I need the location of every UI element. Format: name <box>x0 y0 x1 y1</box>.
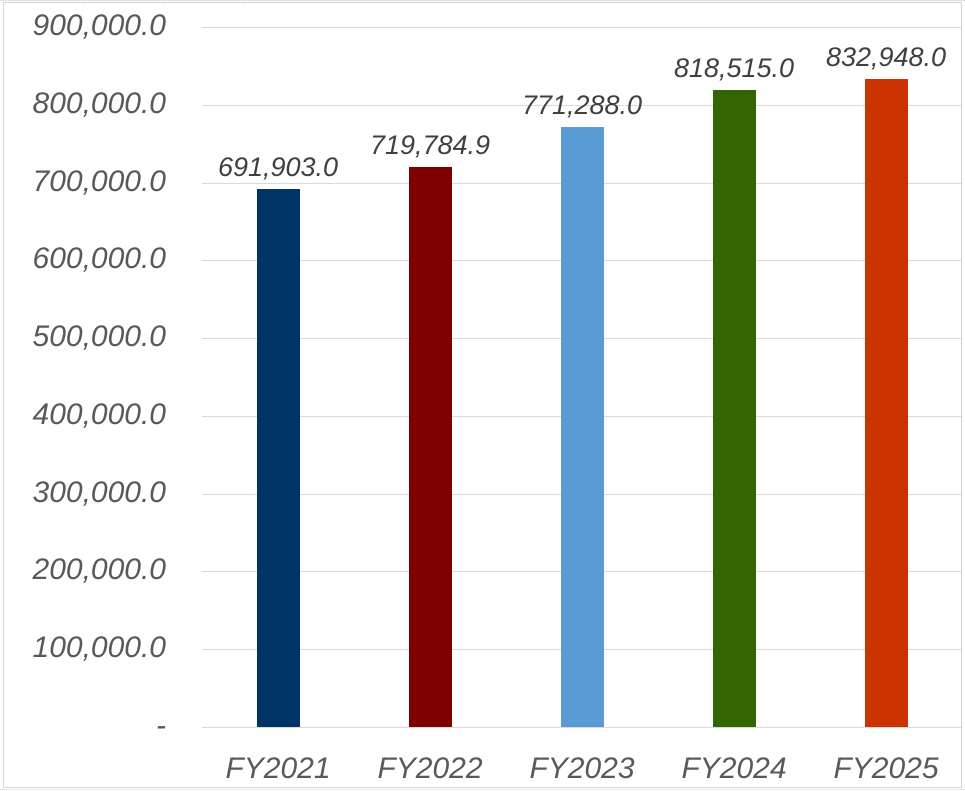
y-tick-label: 900,000.0 <box>32 9 166 42</box>
bar-fy2023[interactable] <box>560 127 604 727</box>
y-tick-label: 100,000.0 <box>32 631 166 665</box>
bar-fy2022[interactable] <box>408 167 452 727</box>
x-tick-label: FY2021 <box>225 752 331 785</box>
y-tick-label: 400,000.0 <box>32 397 166 431</box>
y-tick-label: 200,000.0 <box>32 553 166 587</box>
x-tick-label: FY2023 <box>529 752 635 785</box>
y-tick-label: 600,000.0 <box>32 242 166 276</box>
bar-chart: - 100,000.0 200,000.0 300,000.0 400,000.0 500… <box>3 2 962 788</box>
bar-fy2025[interactable] <box>864 79 908 727</box>
y-tick-label: 700,000.0 <box>32 164 166 198</box>
gridline <box>202 27 961 28</box>
x-tick-label: FY2022 <box>377 752 483 785</box>
data-label: 771,288.0 <box>521 90 643 121</box>
y-tick-label: 500,000.0 <box>32 320 166 354</box>
gridline <box>202 104 961 106</box>
x-tick-label: FY2024 <box>681 752 787 785</box>
bar-fy2024[interactable] <box>712 90 756 727</box>
y-tick-label: 800,000.0 <box>32 86 166 120</box>
x-tick-label: FY2025 <box>833 752 939 785</box>
y-tick-label: 300,000.0 <box>32 475 166 509</box>
data-label: 818,515.0 <box>673 53 795 84</box>
data-label: 691,903.0 <box>217 151 339 182</box>
data-label: 719,784.9 <box>369 130 491 161</box>
bar-fy2021[interactable] <box>256 188 300 727</box>
data-label: 832,948.0 <box>825 42 947 73</box>
y-tick-label: - <box>156 709 166 742</box>
gridline <box>202 727 961 728</box>
